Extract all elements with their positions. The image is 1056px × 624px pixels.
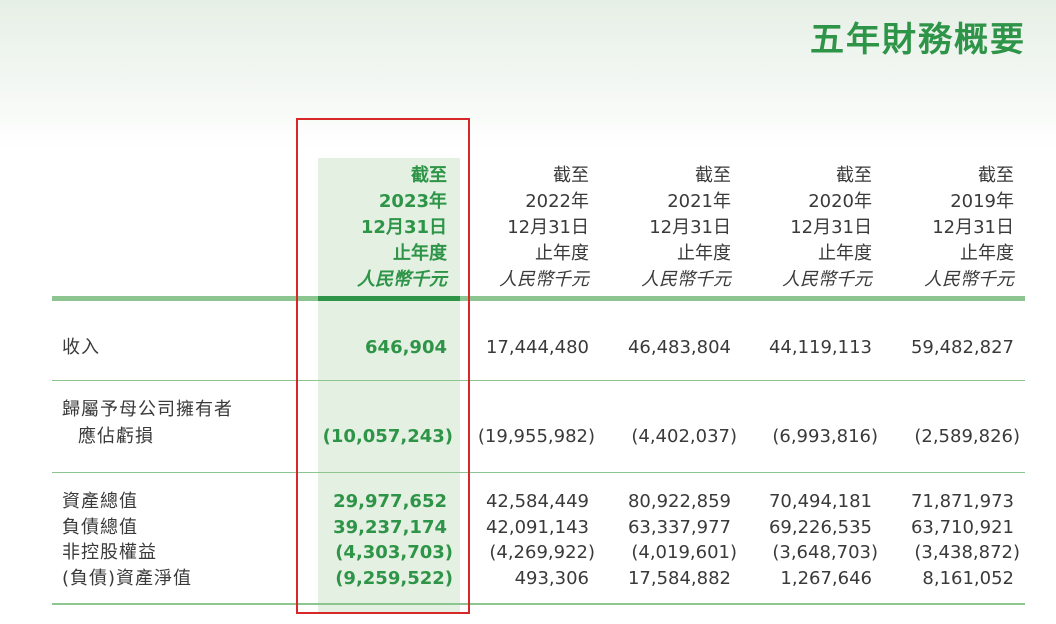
cell-value: (4,303,703) bbox=[335, 542, 453, 563]
cell-value: 42,584,449 bbox=[485, 491, 589, 512]
column-header: 2022年 bbox=[525, 191, 589, 212]
cell-value: (9,259,522) bbox=[335, 568, 453, 589]
column-header: 截至 bbox=[836, 165, 872, 186]
row-label: 負債總值 bbox=[62, 517, 138, 538]
column-header: 2021年 bbox=[667, 191, 731, 212]
column-header: 2023年 bbox=[378, 191, 447, 212]
column-header: 12月31日 bbox=[507, 217, 589, 238]
column-header: 止年度 bbox=[535, 243, 589, 264]
column-header: 截至 bbox=[553, 165, 589, 186]
column-header: 12月31日 bbox=[360, 217, 447, 238]
cell-value: 1,267,646 bbox=[780, 568, 872, 589]
header-rule bbox=[52, 296, 1025, 301]
column-header: 2020年 bbox=[808, 191, 872, 212]
column-header: 12月31日 bbox=[649, 217, 731, 238]
column-header: 止年度 bbox=[677, 243, 731, 264]
column-header: 人民幣千元 bbox=[641, 269, 731, 290]
column-header: 止年度 bbox=[818, 243, 872, 264]
column-header: 截至 bbox=[695, 165, 731, 186]
cell-value: (19,955,982) bbox=[477, 426, 595, 447]
column-header: 截至 bbox=[411, 165, 447, 186]
highlight-column bbox=[318, 158, 460, 612]
cell-value: (2,589,826) bbox=[914, 426, 1020, 447]
bottom-rule bbox=[52, 603, 1025, 605]
row-label: 歸屬予母公司擁有者 bbox=[62, 399, 233, 420]
row-separator bbox=[52, 380, 1025, 381]
cell-value: 29,977,652 bbox=[333, 491, 447, 512]
cell-value: (6,993,816) bbox=[772, 426, 878, 447]
cell-value: 63,337,977 bbox=[627, 517, 731, 538]
cell-value: 493,306 bbox=[514, 568, 589, 589]
header-background bbox=[0, 0, 1056, 150]
cell-value: 17,584,882 bbox=[627, 568, 731, 589]
cell-value: 17,444,480 bbox=[485, 337, 589, 358]
cell-value: (4,402,037) bbox=[631, 426, 737, 447]
column-header: 人民幣千元 bbox=[499, 269, 589, 290]
cell-value: 71,871,973 bbox=[910, 491, 1014, 512]
column-header: 人民幣千元 bbox=[357, 269, 447, 290]
cell-value: 44,119,113 bbox=[768, 337, 872, 358]
column-header: 止年度 bbox=[960, 243, 1014, 264]
cell-value: 46,483,804 bbox=[627, 337, 731, 358]
column-header: 2019年 bbox=[950, 191, 1014, 212]
column-header: 截至 bbox=[978, 165, 1014, 186]
cell-value: 42,091,143 bbox=[485, 517, 589, 538]
cell-value: 63,710,921 bbox=[910, 517, 1014, 538]
cell-value: (4,269,922) bbox=[489, 542, 595, 563]
cell-value: 70,494,181 bbox=[768, 491, 872, 512]
page-title: 五年財務概要 bbox=[810, 20, 1026, 60]
column-header: 12月31日 bbox=[932, 217, 1014, 238]
highlight-box bbox=[296, 118, 470, 614]
cell-value: 69,226,535 bbox=[768, 517, 872, 538]
cell-value: (4,019,601) bbox=[631, 542, 737, 563]
row-label: 收入 bbox=[62, 337, 100, 358]
cell-value: 646,904 bbox=[365, 337, 447, 358]
row-label: 應佔虧損 bbox=[78, 426, 154, 447]
column-header: 12月31日 bbox=[790, 217, 872, 238]
row-label: 非控股權益 bbox=[62, 542, 157, 563]
row-label: (負債)資產淨值 bbox=[62, 568, 193, 589]
column-header: 止年度 bbox=[393, 243, 447, 264]
row-label: 資產總值 bbox=[62, 491, 138, 512]
column-header: 人民幣千元 bbox=[782, 269, 872, 290]
column-header: 人民幣千元 bbox=[924, 269, 1014, 290]
cell-value: 80,922,859 bbox=[627, 491, 731, 512]
cell-value: 8,161,052 bbox=[922, 568, 1014, 589]
cell-value: (3,438,872) bbox=[914, 542, 1020, 563]
row-separator bbox=[52, 472, 1025, 473]
header-rule-highlight bbox=[318, 296, 460, 301]
cell-value: (3,648,703) bbox=[772, 542, 878, 563]
cell-value: 59,482,827 bbox=[910, 337, 1014, 358]
cell-value: (10,057,243) bbox=[322, 426, 453, 447]
cell-value: 39,237,174 bbox=[333, 517, 447, 538]
